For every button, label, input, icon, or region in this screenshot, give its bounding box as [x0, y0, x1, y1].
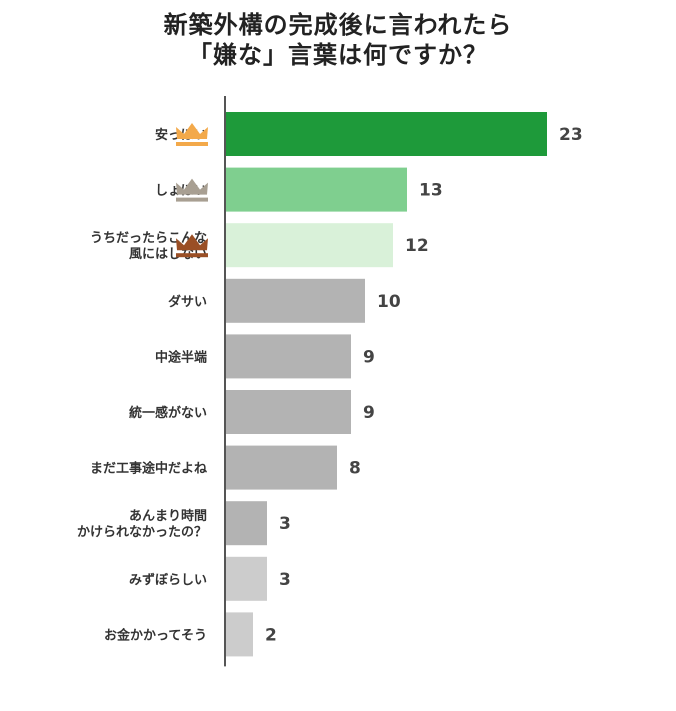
bar-7 — [225, 445, 337, 490]
crown-base-rank3 — [176, 253, 208, 258]
bar-3 — [225, 223, 393, 268]
bar-2 — [225, 167, 407, 212]
value-label-5: 9 — [363, 347, 375, 367]
category-label-9: みずぼらしい — [129, 572, 207, 588]
value-label-3: 12 — [405, 236, 429, 256]
category-label-8-line1: あんまり時間 — [129, 508, 207, 524]
category-label-8-line2: かけられなかったの？ — [77, 525, 207, 540]
value-label-9: 3 — [279, 570, 291, 590]
value-label-2: 13 — [419, 181, 443, 201]
chart-title-line2: 「嫌な」言葉は何ですか？ — [188, 41, 488, 69]
value-label-10: 2 — [265, 625, 277, 645]
category-label-7: まだ工事途中だよね — [90, 461, 207, 477]
category-label-3-line2: 風にはしない — [129, 247, 207, 262]
value-label-8: 3 — [279, 514, 291, 534]
value-label-7: 8 — [349, 459, 361, 479]
bar-10 — [225, 612, 253, 657]
crown-icon-rank3 — [176, 234, 208, 251]
crown-icon-rank1 — [176, 123, 208, 139]
value-label-4: 10 — [377, 292, 401, 312]
crown-base-rank2 — [176, 197, 208, 202]
bar-1 — [225, 112, 547, 156]
value-label-6: 9 — [363, 403, 375, 423]
chart-title-line1: 新築外構の完成後に言われたら — [163, 11, 513, 39]
bar-8 — [225, 501, 267, 546]
crown-base-rank1 — [176, 142, 208, 146]
category-label-6: 統一感がない — [129, 405, 207, 421]
category-label-5: 中途半端 — [155, 349, 207, 365]
bar-5 — [225, 334, 351, 379]
category-label-10: お金かかってそう — [104, 627, 207, 643]
category-label-4: ダサい — [168, 294, 207, 310]
bar-6 — [225, 390, 351, 434]
bar-9 — [225, 556, 267, 601]
value-label-1: 23 — [559, 125, 583, 145]
crown-icon-rank2 — [176, 178, 208, 195]
bar-4 — [225, 278, 365, 323]
